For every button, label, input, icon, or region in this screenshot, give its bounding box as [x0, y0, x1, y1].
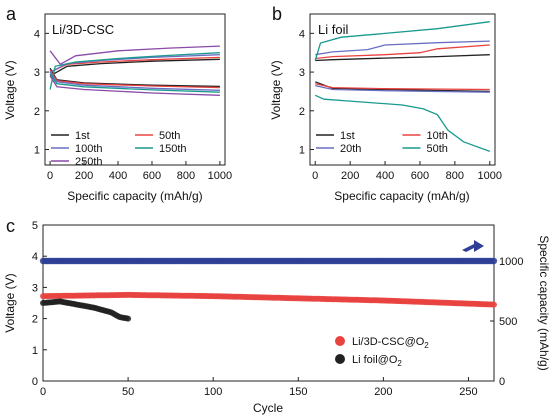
x-tick-label: 600 — [143, 170, 161, 182]
series-line-10th-charge — [315, 44, 490, 60]
legend-label-main: Li/3D-CSC@O — [352, 336, 425, 348]
y-tick-label: 2 — [299, 106, 305, 118]
x-tick-label: 50 — [122, 386, 134, 398]
legend-label: 100th — [75, 143, 103, 155]
panel-a: a Li/3D-CSC 0 200 400 600 800 1000 1 2 3 4 1st 50t… — [3, 4, 232, 203]
panel-a-title: Li/3D-CSC — [52, 22, 114, 37]
data-point — [491, 301, 497, 308]
x-tick-label: 200 — [374, 386, 392, 398]
panel-a-ticks: 0 200 400 600 800 1000 1 2 3 4 — [34, 28, 232, 182]
panel-b-ticks: 0 200 400 600 800 1000 1 2 3 4 — [299, 28, 502, 182]
legend-label-subscript: 2 — [397, 359, 402, 368]
y-tick-label: 3 — [32, 282, 38, 294]
legend-label: 1st — [75, 130, 90, 142]
series-line-50th-discharge — [49, 69, 220, 89]
legend-label: Li/3D-CSC@O2 — [352, 336, 429, 350]
panel-a-ylabel: Voltage (V) — [3, 60, 17, 119]
legend-label: 50th — [159, 130, 180, 142]
legend-label: 150th — [159, 143, 187, 155]
series-line-50th-charge — [314, 21, 490, 61]
x-tick-label: 800 — [446, 170, 464, 182]
panel-c-xlabel: Cycle — [253, 401, 283, 415]
series-line-10th-discharge — [315, 83, 490, 91]
legend-marker — [335, 354, 345, 364]
series-line-100th-discharge — [49, 71, 220, 91]
series-line-1st-charge — [315, 54, 490, 62]
legend-label: 1st — [340, 130, 355, 142]
y-tick-label: 1 — [299, 145, 305, 157]
y-tick-label: 4 — [32, 251, 38, 263]
legend-label: Li foil@O2 — [352, 354, 402, 368]
x-tick-label: 150 — [289, 386, 307, 398]
panel-a-letter: a — [6, 4, 17, 24]
x-tick-label: 100 — [204, 386, 222, 398]
x-tick-label: 600 — [411, 170, 429, 182]
y-tick-label: 3 — [299, 67, 305, 79]
y-tick-label: 2 — [32, 314, 38, 326]
y2-tick-label: 500 — [499, 316, 517, 328]
panel-b-letter: b — [272, 4, 282, 24]
data-point — [490, 257, 498, 265]
panel-a-frame — [44, 13, 226, 166]
x-tick-label: 1000 — [478, 170, 502, 182]
series-line-150th-charge — [49, 52, 220, 90]
y-tick-label: 5 — [32, 220, 38, 232]
y-tick-label: 3 — [34, 67, 40, 79]
panel-b-ylabel: Voltage (V) — [269, 60, 283, 119]
panel-b-title: Li foil — [318, 22, 348, 37]
y2-tick-label: 1000 — [499, 256, 523, 268]
x-tick-label: 250 — [459, 386, 477, 398]
series-line-250th-discharge — [49, 75, 220, 96]
x-tick-label: 0 — [40, 386, 46, 398]
panel-c-letter: c — [6, 216, 15, 236]
panel-a-xlabel: Specific capacity (mAh/g) — [67, 189, 202, 203]
series-line-50th-discharge — [314, 94, 491, 153]
panel-a-legend: 1st 50th 100th 150th 250th — [51, 130, 187, 168]
x-tick-label: 400 — [376, 170, 394, 182]
legend-label: 250th — [75, 156, 103, 168]
x-tick-label: 200 — [75, 170, 93, 182]
legend-label: 50th — [427, 143, 448, 155]
panel-b: b Li foil 0 200 400 600 800 1000 1 2 3 4 1st 10th 2… — [269, 4, 502, 203]
x-tick-label: 1000 — [208, 170, 232, 182]
y-tick-label: 1 — [34, 145, 40, 157]
y-tick-label: 2 — [34, 106, 40, 118]
x-tick-label: 0 — [47, 170, 53, 182]
x-tick-label: 400 — [109, 170, 127, 182]
legend-label-main: Li foil@O — [352, 354, 398, 366]
legend-label-subscript: 2 — [424, 341, 429, 350]
series-line-20th-charge — [315, 40, 490, 56]
panel-c-y2label: Specific capacity (mAh/g) — [537, 235, 550, 370]
y-tick-label: 0 — [32, 376, 38, 388]
panel-a-lines — [49, 45, 220, 96]
series-line-250th-charge — [49, 45, 220, 66]
x-tick-label: 200 — [341, 170, 359, 182]
legend-label: 10th — [427, 130, 448, 142]
x-tick-label: 800 — [177, 170, 195, 182]
panel-b-frame — [309, 13, 496, 166]
panel-b-legend: 1st 10th 20th 50th — [316, 130, 448, 155]
arrow-right-icon — [462, 240, 484, 252]
y2-tick-label: 0 — [499, 376, 505, 388]
panel-b-xlabel: Specific capacity (mAh/g) — [334, 189, 469, 203]
panel-c-points — [39, 257, 498, 322]
legend-label: 20th — [340, 143, 361, 155]
x-tick-label: 0 — [312, 170, 318, 182]
series-line-150th-discharge — [49, 73, 220, 93]
series-line-1st-charge — [49, 58, 220, 77]
y-tick-label: 4 — [34, 28, 40, 40]
series-line-20th-discharge — [315, 84, 490, 93]
panel-b-lines — [314, 21, 491, 153]
data-point — [125, 315, 132, 322]
panel-c-ylabel: Voltage (V) — [3, 273, 17, 332]
legend-marker — [335, 336, 345, 346]
y-tick-label: 4 — [299, 28, 305, 40]
y-tick-label: 1 — [32, 345, 38, 357]
